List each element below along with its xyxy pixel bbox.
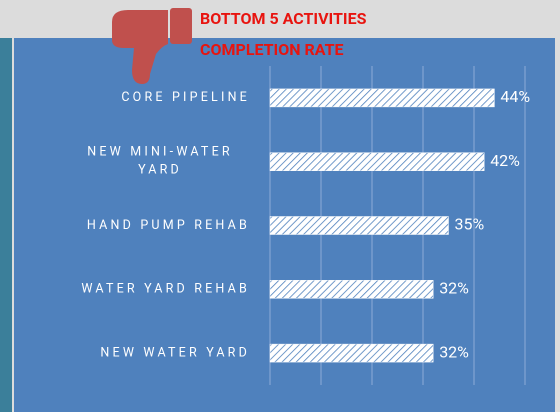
y-tick-label: HAND PUMP REHAB xyxy=(87,218,250,233)
data-label: 44% xyxy=(500,87,530,106)
thumbs-down-icon xyxy=(112,8,192,84)
label-line: YARD xyxy=(138,163,182,178)
chart-title: COMPLETION RATE xyxy=(200,40,343,59)
data-label: 32% xyxy=(439,342,469,361)
data-label: 35% xyxy=(455,215,485,234)
y-tick-label: CORE PIPELINE xyxy=(121,90,250,105)
bar xyxy=(269,343,434,363)
bar xyxy=(269,280,434,299)
label-line: NEW MINI-WATER xyxy=(87,145,233,160)
chart-title: BOTTOM 5 ACTIVITIES xyxy=(200,9,367,28)
data-label: 42% xyxy=(490,151,520,170)
bar xyxy=(269,152,485,171)
data-label: 32% xyxy=(439,279,469,298)
y-tick-label: NEW MINI-WATER YARD xyxy=(87,145,233,178)
bar xyxy=(269,216,449,235)
y-tick-label: WATER YARD REHAB xyxy=(81,282,250,297)
bar xyxy=(269,88,495,108)
y-tick-label: NEW WATER YARD xyxy=(100,345,250,360)
side-strip xyxy=(0,38,12,412)
